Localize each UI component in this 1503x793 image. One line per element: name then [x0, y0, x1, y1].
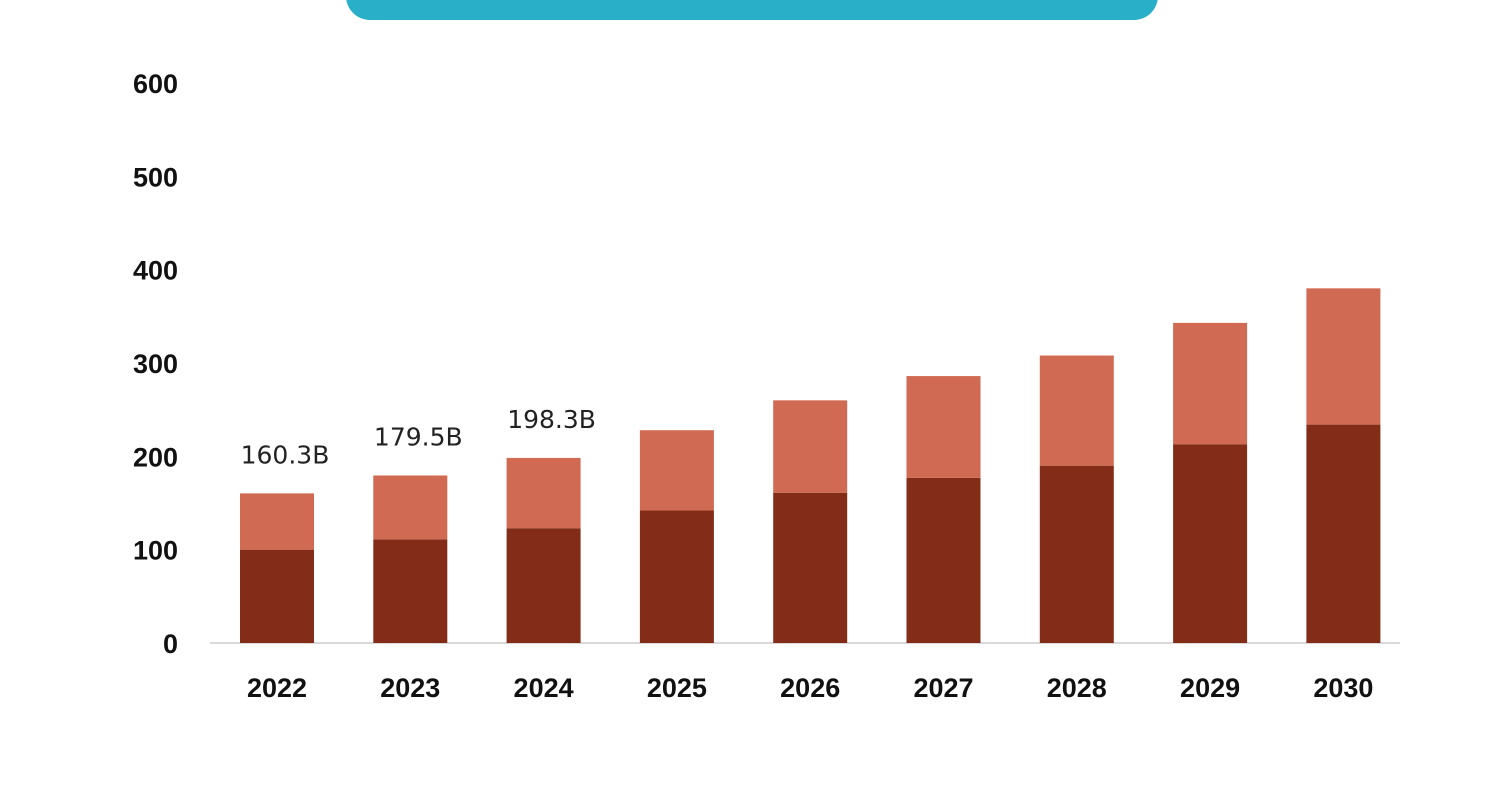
bar-value-label: 160.3B	[241, 440, 330, 469]
bar-segment-lower	[373, 539, 448, 643]
bar-segment-upper	[773, 400, 848, 493]
y-tick-label: 100	[133, 536, 178, 566]
bar-segment-lower	[1306, 424, 1381, 643]
y-axis: 0 100 200 300 400 500 600	[133, 69, 178, 659]
bars	[240, 288, 1381, 643]
x-tick-label: 2026	[780, 673, 840, 703]
bar-segment-lower	[1039, 465, 1114, 643]
x-tick-label: 2024	[514, 673, 574, 703]
y-tick-label: 300	[133, 349, 178, 379]
x-tick-label: 2025	[647, 673, 707, 703]
bar-segment-upper	[639, 430, 714, 511]
bar-segment-lower	[506, 528, 581, 643]
x-axis: 2022 2023 2024 2025 2026 2027 2028 2029 2030	[247, 673, 1373, 703]
bar-value-label: 198.3B	[507, 405, 596, 434]
y-tick-label: 500	[133, 162, 178, 192]
bar-segment-upper	[373, 475, 448, 540]
bar-segment-upper	[1306, 288, 1381, 425]
x-tick-label: 2023	[380, 673, 440, 703]
x-tick-label: 2029	[1180, 673, 1240, 703]
bar-segment-lower	[639, 510, 714, 643]
top-banner	[346, 0, 1158, 20]
bar-segment-upper	[906, 376, 981, 478]
bar-segment-lower	[906, 477, 981, 643]
bar-segment-upper	[1173, 322, 1248, 445]
bar-segment-upper	[240, 493, 314, 550]
x-tick-label: 2030	[1313, 673, 1373, 703]
y-tick-label: 400	[133, 256, 178, 286]
y-tick-label: 0	[163, 629, 178, 659]
bar-value-label: 179.5B	[374, 422, 463, 451]
bar-segment-upper	[1039, 355, 1114, 466]
bar-segment-lower	[773, 492, 848, 643]
bar-segment-upper	[506, 457, 581, 529]
y-tick-label: 600	[133, 69, 178, 99]
y-tick-label: 200	[133, 442, 178, 472]
x-tick-label: 2022	[247, 673, 307, 703]
x-tick-label: 2028	[1047, 673, 1107, 703]
data-labels: 160.3B 179.5B 198.3B	[241, 405, 596, 469]
x-tick-label: 2027	[913, 673, 973, 703]
bar-segment-lower	[1173, 444, 1248, 643]
bar-segment-lower	[240, 549, 314, 643]
